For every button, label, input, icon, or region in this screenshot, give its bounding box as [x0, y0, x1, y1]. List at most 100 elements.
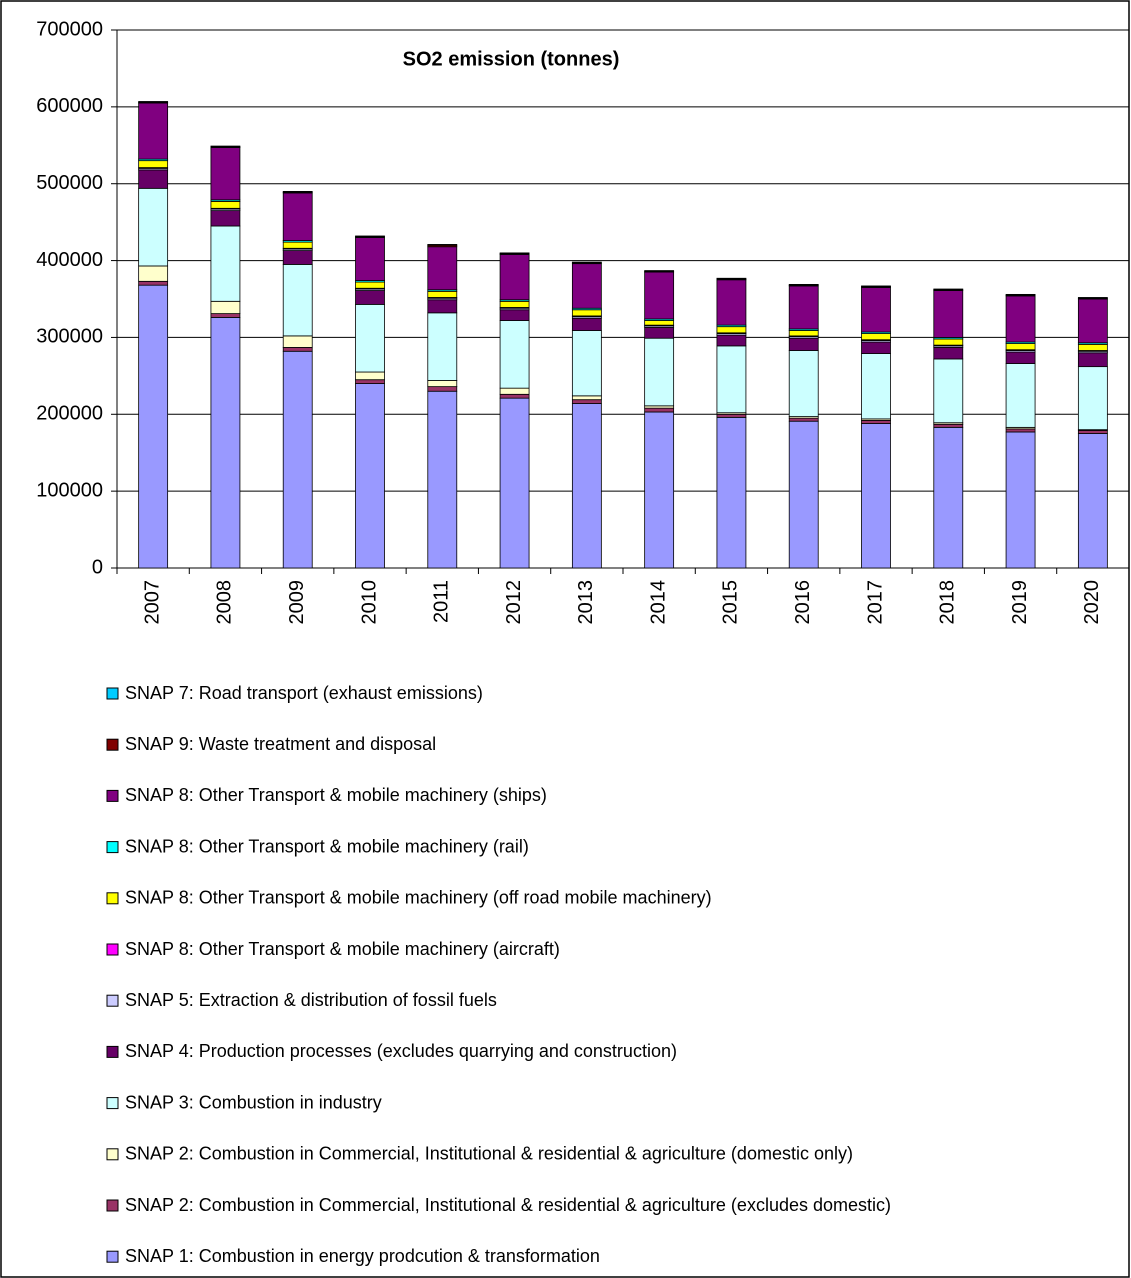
- y-tick-label: 100000: [36, 479, 103, 501]
- bar-segment: [427, 299, 458, 314]
- bar-segment: [210, 145, 241, 148]
- bar-segment: [716, 334, 747, 347]
- bar-segment: [571, 403, 602, 569]
- bar-segment: [644, 407, 675, 413]
- bar-segment: [210, 210, 241, 227]
- bar-segment: [716, 279, 747, 326]
- bar-segment: [861, 333, 891, 341]
- bar-segment: [427, 386, 458, 392]
- x-tick-label: 2015: [720, 580, 742, 625]
- bar-segment: [716, 416, 747, 569]
- bar-segment: [138, 169, 169, 189]
- bar-segment: [933, 338, 964, 346]
- bar-segment: [138, 187, 169, 267]
- bar-segment: [933, 358, 964, 424]
- bar-segment: [571, 330, 602, 397]
- bar-segment: [138, 101, 169, 103]
- bar-segment: [1005, 343, 1036, 351]
- legend-label: SNAP 5: Extraction & distribution of fos…: [125, 990, 497, 1010]
- legend-label: SNAP 2: Combustion in Commercial, Instit…: [125, 1195, 891, 1215]
- x-tick-label: 2014: [647, 580, 669, 625]
- bar-segment: [716, 326, 747, 334]
- bar-segment: [355, 371, 385, 381]
- legend-swatch: [106, 1097, 119, 1110]
- bar-segment: [427, 290, 458, 298]
- bar-segment: [716, 345, 747, 414]
- bar-segment: [571, 263, 602, 309]
- legend-swatch: [106, 1199, 119, 1212]
- bar-segment: [355, 379, 385, 384]
- bar-segment: [499, 252, 530, 255]
- bar-segment: [1005, 431, 1036, 569]
- bar-segment: [644, 271, 675, 320]
- x-tick-label: 2019: [1009, 580, 1031, 625]
- bar-segment: [282, 190, 313, 193]
- legend-swatch: [106, 841, 119, 854]
- bar-segment: [788, 283, 819, 286]
- bar-segment: [861, 341, 891, 354]
- bar-segment: [933, 347, 964, 360]
- bar-segment: [282, 241, 313, 249]
- bar-segment: [716, 277, 747, 280]
- bar-segment: [1077, 366, 1108, 431]
- x-tick-label: 2011: [431, 580, 453, 623]
- bar-segment: [1005, 363, 1036, 428]
- bar-segment: [788, 417, 819, 422]
- y-tick-label: 400000: [36, 249, 103, 271]
- bar-segment: [427, 246, 458, 291]
- bar-segment: [1077, 343, 1108, 351]
- bar-segment: [571, 309, 602, 317]
- bar-segment: [644, 337, 675, 407]
- x-tick-label: 2013: [575, 580, 597, 625]
- bar-segment: [499, 309, 530, 321]
- bar-segment: [355, 235, 385, 238]
- y-tick-label: 0: [92, 556, 103, 578]
- bar-segment: [499, 254, 530, 301]
- bar-segment: [427, 244, 458, 246]
- bar-segment: [138, 265, 169, 282]
- bar-segment: [1005, 428, 1036, 433]
- bar-segment: [210, 313, 241, 318]
- legend-swatch: [106, 738, 119, 751]
- bar-segment: [1077, 430, 1108, 434]
- bar-segment: [571, 395, 602, 401]
- bar-segment: [861, 353, 891, 420]
- bar-segment: [1077, 298, 1108, 344]
- legend-swatch: [106, 1148, 119, 1161]
- bar-segment: [716, 413, 747, 418]
- legend-label: SNAP 8: Other Transport & mobile machine…: [125, 785, 547, 805]
- bar-segment: [644, 320, 675, 326]
- chart-title: SO2 emission (tonnes): [403, 48, 620, 70]
- legend-label: SNAP 7: Road transport (exhaust emission…: [125, 683, 483, 703]
- bar-segment: [282, 192, 313, 241]
- legend-label: SNAP 8: Other Transport & mobile machine…: [125, 939, 560, 959]
- bar-segment: [138, 284, 169, 569]
- legend-swatch: [106, 1045, 119, 1058]
- bar-segment: [355, 281, 385, 289]
- bar-segment: [499, 393, 530, 399]
- y-tick-label: 700000: [36, 18, 103, 40]
- bar-segment: [499, 300, 530, 308]
- legend-swatch: [106, 789, 119, 802]
- bar-segment: [427, 380, 458, 388]
- legend-swatch: [106, 687, 119, 700]
- x-tick-label: 2018: [937, 580, 959, 625]
- x-tick-label: 2016: [792, 580, 814, 625]
- bar-segment: [933, 288, 964, 291]
- bar-segment: [210, 200, 241, 209]
- legend-label: SNAP 9: Waste treatment and disposal: [125, 734, 436, 754]
- legend-swatch: [106, 943, 119, 956]
- bar-segment: [355, 383, 385, 569]
- bar-segment: [788, 330, 819, 337]
- bar-segment: [1077, 352, 1108, 368]
- legend-label: SNAP 8: Other Transport & mobile machine…: [125, 836, 529, 856]
- bar-segment: [788, 420, 819, 569]
- y-tick-label: 500000: [36, 172, 103, 194]
- x-tick-label: 2007: [141, 580, 163, 625]
- bar-segment: [499, 397, 530, 569]
- x-tick-label: 2012: [503, 580, 525, 625]
- legend-label: SNAP 8: Other Transport & mobile machine…: [125, 888, 712, 908]
- legend-swatch: [106, 994, 119, 1007]
